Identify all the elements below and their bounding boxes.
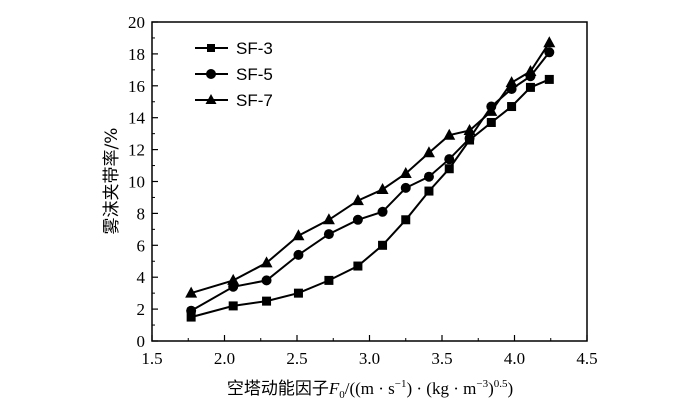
- data-point: [322, 213, 335, 225]
- x-tick-label: 4.0: [504, 349, 525, 368]
- x-tick-label: 1.5: [141, 349, 162, 368]
- data-point: [463, 123, 476, 135]
- data-point: [376, 182, 389, 194]
- data-point: [423, 171, 434, 182]
- data-point: [227, 273, 240, 285]
- x-axis-title-unit-a: /((m · s: [345, 379, 395, 398]
- y-tick-label: 2: [137, 300, 146, 319]
- data-point: [351, 194, 364, 206]
- data-point: [401, 215, 411, 225]
- data-point: [544, 47, 555, 58]
- data-point: [261, 275, 272, 286]
- data-point: [544, 74, 554, 84]
- x-axis-title-unit-a-sup: −1: [395, 378, 407, 390]
- data-point: [352, 214, 363, 225]
- data-point: [186, 312, 196, 322]
- x-axis-title-unit-b-sup: −3: [476, 378, 488, 390]
- series-layer: [185, 36, 556, 322]
- data-point: [378, 240, 388, 250]
- data-point: [444, 154, 455, 165]
- x-axis-title: 空塔动能因子F0/((m · s−1) · (kg · m−3)0.5): [227, 378, 513, 401]
- data-point: [525, 82, 535, 92]
- data-point: [293, 249, 304, 260]
- data-point: [323, 229, 334, 240]
- x-axis-title-var: F: [328, 379, 340, 398]
- data-point: [324, 275, 334, 285]
- x-axis-title-unit-b: ) · (kg · m: [406, 379, 476, 398]
- data-point: [464, 133, 475, 144]
- data-point: [377, 206, 388, 217]
- data-point: [422, 146, 435, 158]
- x-axis-title-main: 空塔动能因子: [227, 379, 329, 399]
- y-tick-label: 12: [128, 141, 145, 160]
- legend-entry-sf7: SF-7: [195, 91, 273, 110]
- x-axis-title-unit-c-sup: 0.5: [494, 378, 508, 390]
- data-point: [400, 182, 411, 193]
- legend-label-sf7: SF-7: [236, 91, 273, 110]
- x-axis-title-var-sub: 0: [339, 389, 345, 401]
- legend: SF-3 SF-5 SF-7: [195, 39, 273, 110]
- y-tick-label: 20: [128, 13, 145, 32]
- x-axis-title-unit-d: ): [508, 379, 514, 398]
- x-axis-title-unit-c: ): [488, 379, 494, 398]
- axis-ticks: [151, 21, 588, 342]
- data-point: [185, 286, 198, 298]
- data-point: [486, 117, 496, 127]
- y-tick-label: 8: [137, 204, 146, 223]
- legend-label-sf5: SF-5: [236, 65, 273, 84]
- data-point: [543, 36, 556, 48]
- legend-entry-sf5: SF-5: [195, 65, 273, 84]
- axis-tick-labels: 1.5 2.0 2.5 3.0 3.5 4.0 4.5 0 2 4 6 8 10 12 14 16 18 20: [128, 13, 598, 368]
- data-point: [262, 296, 272, 306]
- legend-entry-sf3: SF-3: [195, 39, 273, 58]
- data-point: [507, 102, 517, 112]
- y-tick-label: 4: [137, 268, 146, 287]
- x-tick-label: 2.0: [214, 349, 235, 368]
- data-point: [399, 167, 412, 179]
- y-tick-label: 0: [137, 332, 146, 351]
- y-tick-label: 6: [137, 236, 146, 255]
- plot-frame: [151, 21, 588, 342]
- series-sf7: [185, 36, 556, 298]
- data-point: [444, 164, 454, 174]
- data-point: [353, 261, 363, 271]
- data-point: [228, 301, 238, 311]
- x-tick-label: 3.0: [359, 349, 380, 368]
- x-tick-label: 4.5: [576, 349, 597, 368]
- y-tick-label: 16: [128, 77, 145, 96]
- legend-label-sf3: SF-3: [236, 39, 273, 58]
- data-point: [293, 288, 303, 298]
- data-point: [443, 128, 456, 140]
- y-tick-label: 10: [128, 173, 145, 192]
- data-point: [505, 76, 518, 88]
- data-point: [260, 256, 273, 268]
- y-axis-title: 雾沫夹带率/%: [102, 128, 122, 235]
- y-tick-label: 18: [128, 45, 145, 64]
- data-point: [424, 186, 434, 196]
- data-point: [485, 104, 498, 116]
- data-point: [524, 64, 537, 76]
- x-tick-label: 3.5: [431, 349, 452, 368]
- x-tick-label: 2.5: [286, 349, 307, 368]
- data-point: [186, 305, 197, 316]
- series-sf3: [186, 74, 554, 322]
- y-tick-label: 14: [128, 109, 146, 128]
- data-point: [292, 229, 305, 241]
